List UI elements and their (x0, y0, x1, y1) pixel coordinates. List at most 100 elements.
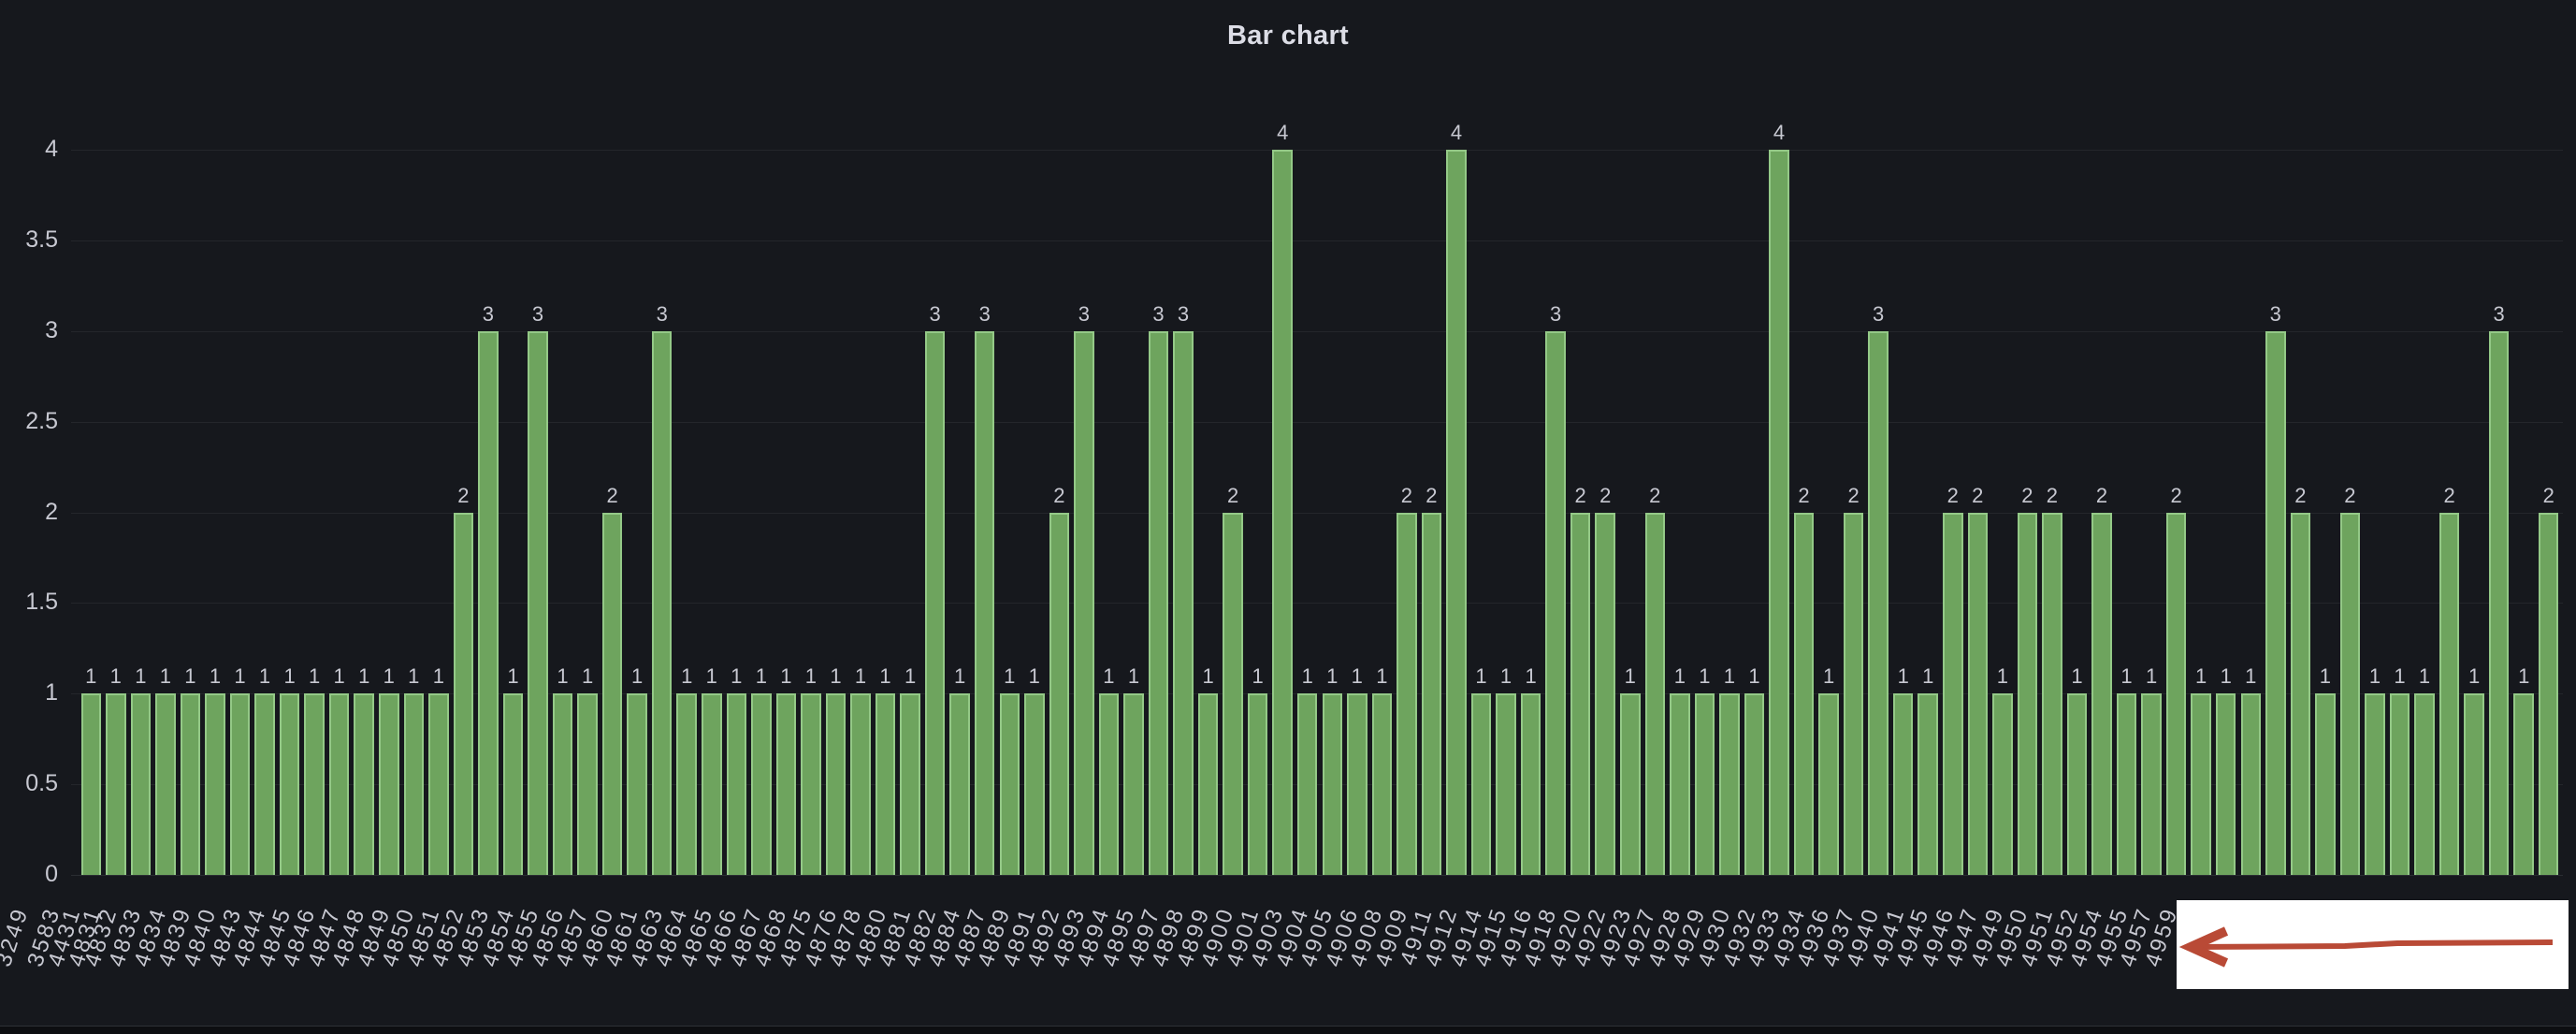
bar[interactable] (2165, 512, 2187, 875)
bar[interactable] (875, 693, 896, 875)
bar[interactable] (1694, 693, 1715, 875)
bar[interactable] (1148, 330, 1169, 875)
bar[interactable] (2042, 512, 2062, 875)
bar[interactable] (1049, 512, 1070, 875)
bar[interactable] (1272, 150, 1293, 875)
bar[interactable] (2191, 693, 2211, 875)
bar[interactable] (651, 330, 673, 875)
bar[interactable] (254, 693, 275, 875)
bar[interactable] (1670, 693, 1690, 875)
bar[interactable] (1074, 330, 1094, 875)
bar[interactable] (502, 693, 524, 875)
bar[interactable] (528, 330, 548, 875)
bar[interactable] (2240, 693, 2261, 875)
bar[interactable] (130, 693, 152, 875)
bar[interactable] (1943, 512, 1963, 875)
bar[interactable] (726, 693, 747, 875)
bar[interactable] (1024, 693, 1045, 875)
bar[interactable] (80, 693, 102, 875)
bar[interactable] (702, 693, 722, 875)
bar[interactable] (155, 693, 176, 875)
bar[interactable] (577, 693, 598, 875)
bar[interactable] (1967, 512, 1989, 875)
bar[interactable] (1123, 693, 1144, 875)
bar[interactable] (1173, 330, 1194, 875)
bar[interactable] (1892, 693, 1914, 875)
bar[interactable] (354, 693, 374, 875)
bar[interactable] (279, 693, 300, 875)
bar[interactable] (751, 693, 772, 875)
bar[interactable] (2290, 512, 2311, 875)
bar[interactable] (999, 693, 1020, 875)
bar[interactable] (1197, 693, 1219, 875)
bar[interactable] (2141, 693, 2162, 875)
bar[interactable] (601, 512, 623, 875)
bar[interactable] (825, 693, 847, 875)
bar[interactable] (2488, 330, 2510, 875)
bar[interactable] (1918, 693, 1938, 875)
bar[interactable] (801, 693, 821, 875)
bar[interactable] (627, 693, 647, 875)
bar[interactable] (1620, 693, 1641, 875)
bar[interactable] (1719, 693, 1740, 875)
bar[interactable] (1843, 512, 1864, 875)
bar[interactable] (453, 512, 474, 875)
bar[interactable] (949, 693, 970, 875)
bar[interactable] (478, 330, 499, 875)
bar[interactable] (1098, 693, 1120, 875)
bar[interactable] (775, 693, 797, 875)
bar[interactable] (2265, 330, 2286, 875)
bar[interactable] (1347, 693, 1368, 875)
bar[interactable] (1247, 693, 1268, 875)
bar[interactable] (2513, 693, 2534, 875)
bar[interactable] (328, 693, 350, 875)
bar[interactable] (428, 693, 449, 875)
bar[interactable] (1769, 150, 1789, 875)
bar[interactable] (900, 693, 920, 875)
bar[interactable] (2414, 693, 2435, 875)
bar[interactable] (2315, 693, 2336, 875)
bar[interactable] (379, 693, 399, 875)
bar[interactable] (974, 330, 995, 875)
bar[interactable] (1496, 693, 1516, 875)
bar[interactable] (1644, 512, 1666, 875)
bar[interactable] (1868, 330, 1889, 875)
bar[interactable] (1397, 512, 1417, 875)
bar[interactable] (1296, 693, 1318, 875)
bar[interactable] (304, 693, 325, 875)
bar[interactable] (2091, 512, 2112, 875)
bar[interactable] (1992, 693, 2013, 875)
bar[interactable] (924, 330, 946, 875)
bar[interactable] (2538, 512, 2559, 875)
bar[interactable] (229, 693, 251, 875)
bar[interactable] (1793, 512, 1815, 875)
bar[interactable] (403, 693, 425, 875)
bar[interactable] (205, 693, 225, 875)
bar[interactable] (850, 693, 871, 875)
bar[interactable] (1570, 512, 1591, 875)
bar[interactable] (1322, 693, 1343, 875)
bar[interactable] (676, 693, 697, 875)
bar[interactable] (1223, 512, 1243, 875)
bar[interactable] (180, 693, 201, 875)
bar[interactable] (106, 693, 126, 875)
bar[interactable] (1421, 512, 1442, 875)
bar[interactable] (2215, 693, 2236, 875)
bar[interactable] (1744, 693, 1765, 875)
bar[interactable] (2464, 693, 2484, 875)
bar[interactable] (1595, 512, 1615, 875)
bar[interactable] (2365, 693, 2385, 875)
bar[interactable] (2017, 512, 2038, 875)
bar[interactable] (1818, 693, 1839, 875)
bar[interactable] (552, 693, 573, 875)
bar[interactable] (2116, 693, 2137, 875)
bar[interactable] (1470, 693, 1492, 875)
bar[interactable] (2389, 693, 2410, 875)
bar[interactable] (1520, 693, 1541, 875)
bar[interactable] (1446, 150, 1467, 875)
bar[interactable] (2439, 512, 2460, 875)
bar[interactable] (2339, 512, 2361, 875)
bar[interactable] (1545, 330, 1566, 875)
bar[interactable] (1371, 693, 1393, 875)
bar[interactable] (2066, 693, 2088, 875)
